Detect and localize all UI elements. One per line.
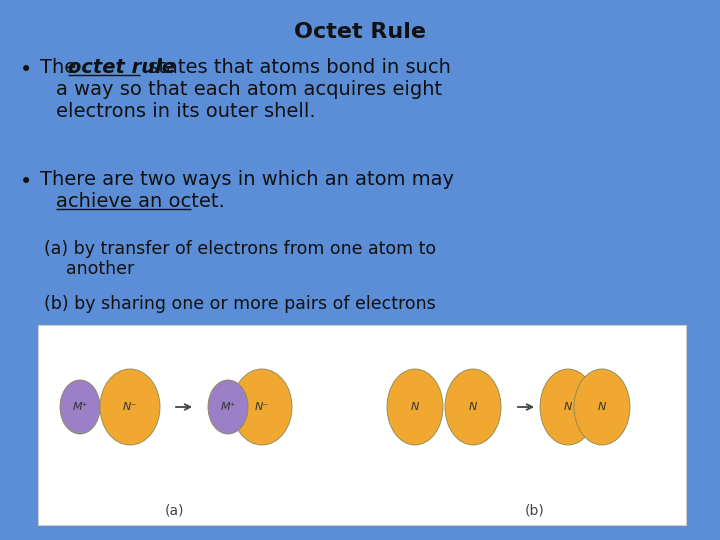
Text: N: N [411,402,419,412]
Text: The: The [40,58,83,77]
Ellipse shape [387,369,443,445]
Text: states that atoms bond in such: states that atoms bond in such [142,58,451,77]
Ellipse shape [208,380,248,434]
Text: electrons in its outer shell.: electrons in its outer shell. [56,102,315,121]
Text: N: N [564,402,572,412]
Text: (b) by sharing one or more pairs of electrons: (b) by sharing one or more pairs of elec… [44,295,436,313]
Text: There are two ways in which an atom may: There are two ways in which an atom may [40,170,454,189]
Text: a way so that each atom acquires eight: a way so that each atom acquires eight [56,80,442,99]
Text: N: N [469,402,477,412]
Text: •: • [20,60,32,80]
Ellipse shape [100,369,160,445]
Ellipse shape [540,369,596,445]
Text: (a): (a) [166,503,185,517]
Ellipse shape [574,369,630,445]
Text: N⁻: N⁻ [123,402,137,412]
Ellipse shape [445,369,501,445]
FancyBboxPatch shape [38,325,686,525]
Text: •: • [20,172,32,192]
Text: N: N [598,402,606,412]
Text: (a) by transfer of electrons from one atom to: (a) by transfer of electrons from one at… [44,240,436,258]
Text: M⁺: M⁺ [72,402,88,412]
Text: N⁻: N⁻ [255,402,269,412]
Text: another: another [66,260,134,278]
Ellipse shape [232,369,292,445]
Text: achieve an octet.: achieve an octet. [56,192,225,211]
Text: (b): (b) [525,503,545,517]
Text: Octet Rule: Octet Rule [294,22,426,42]
Text: octet rule: octet rule [68,58,175,77]
Ellipse shape [60,380,100,434]
Text: M⁺: M⁺ [220,402,235,412]
